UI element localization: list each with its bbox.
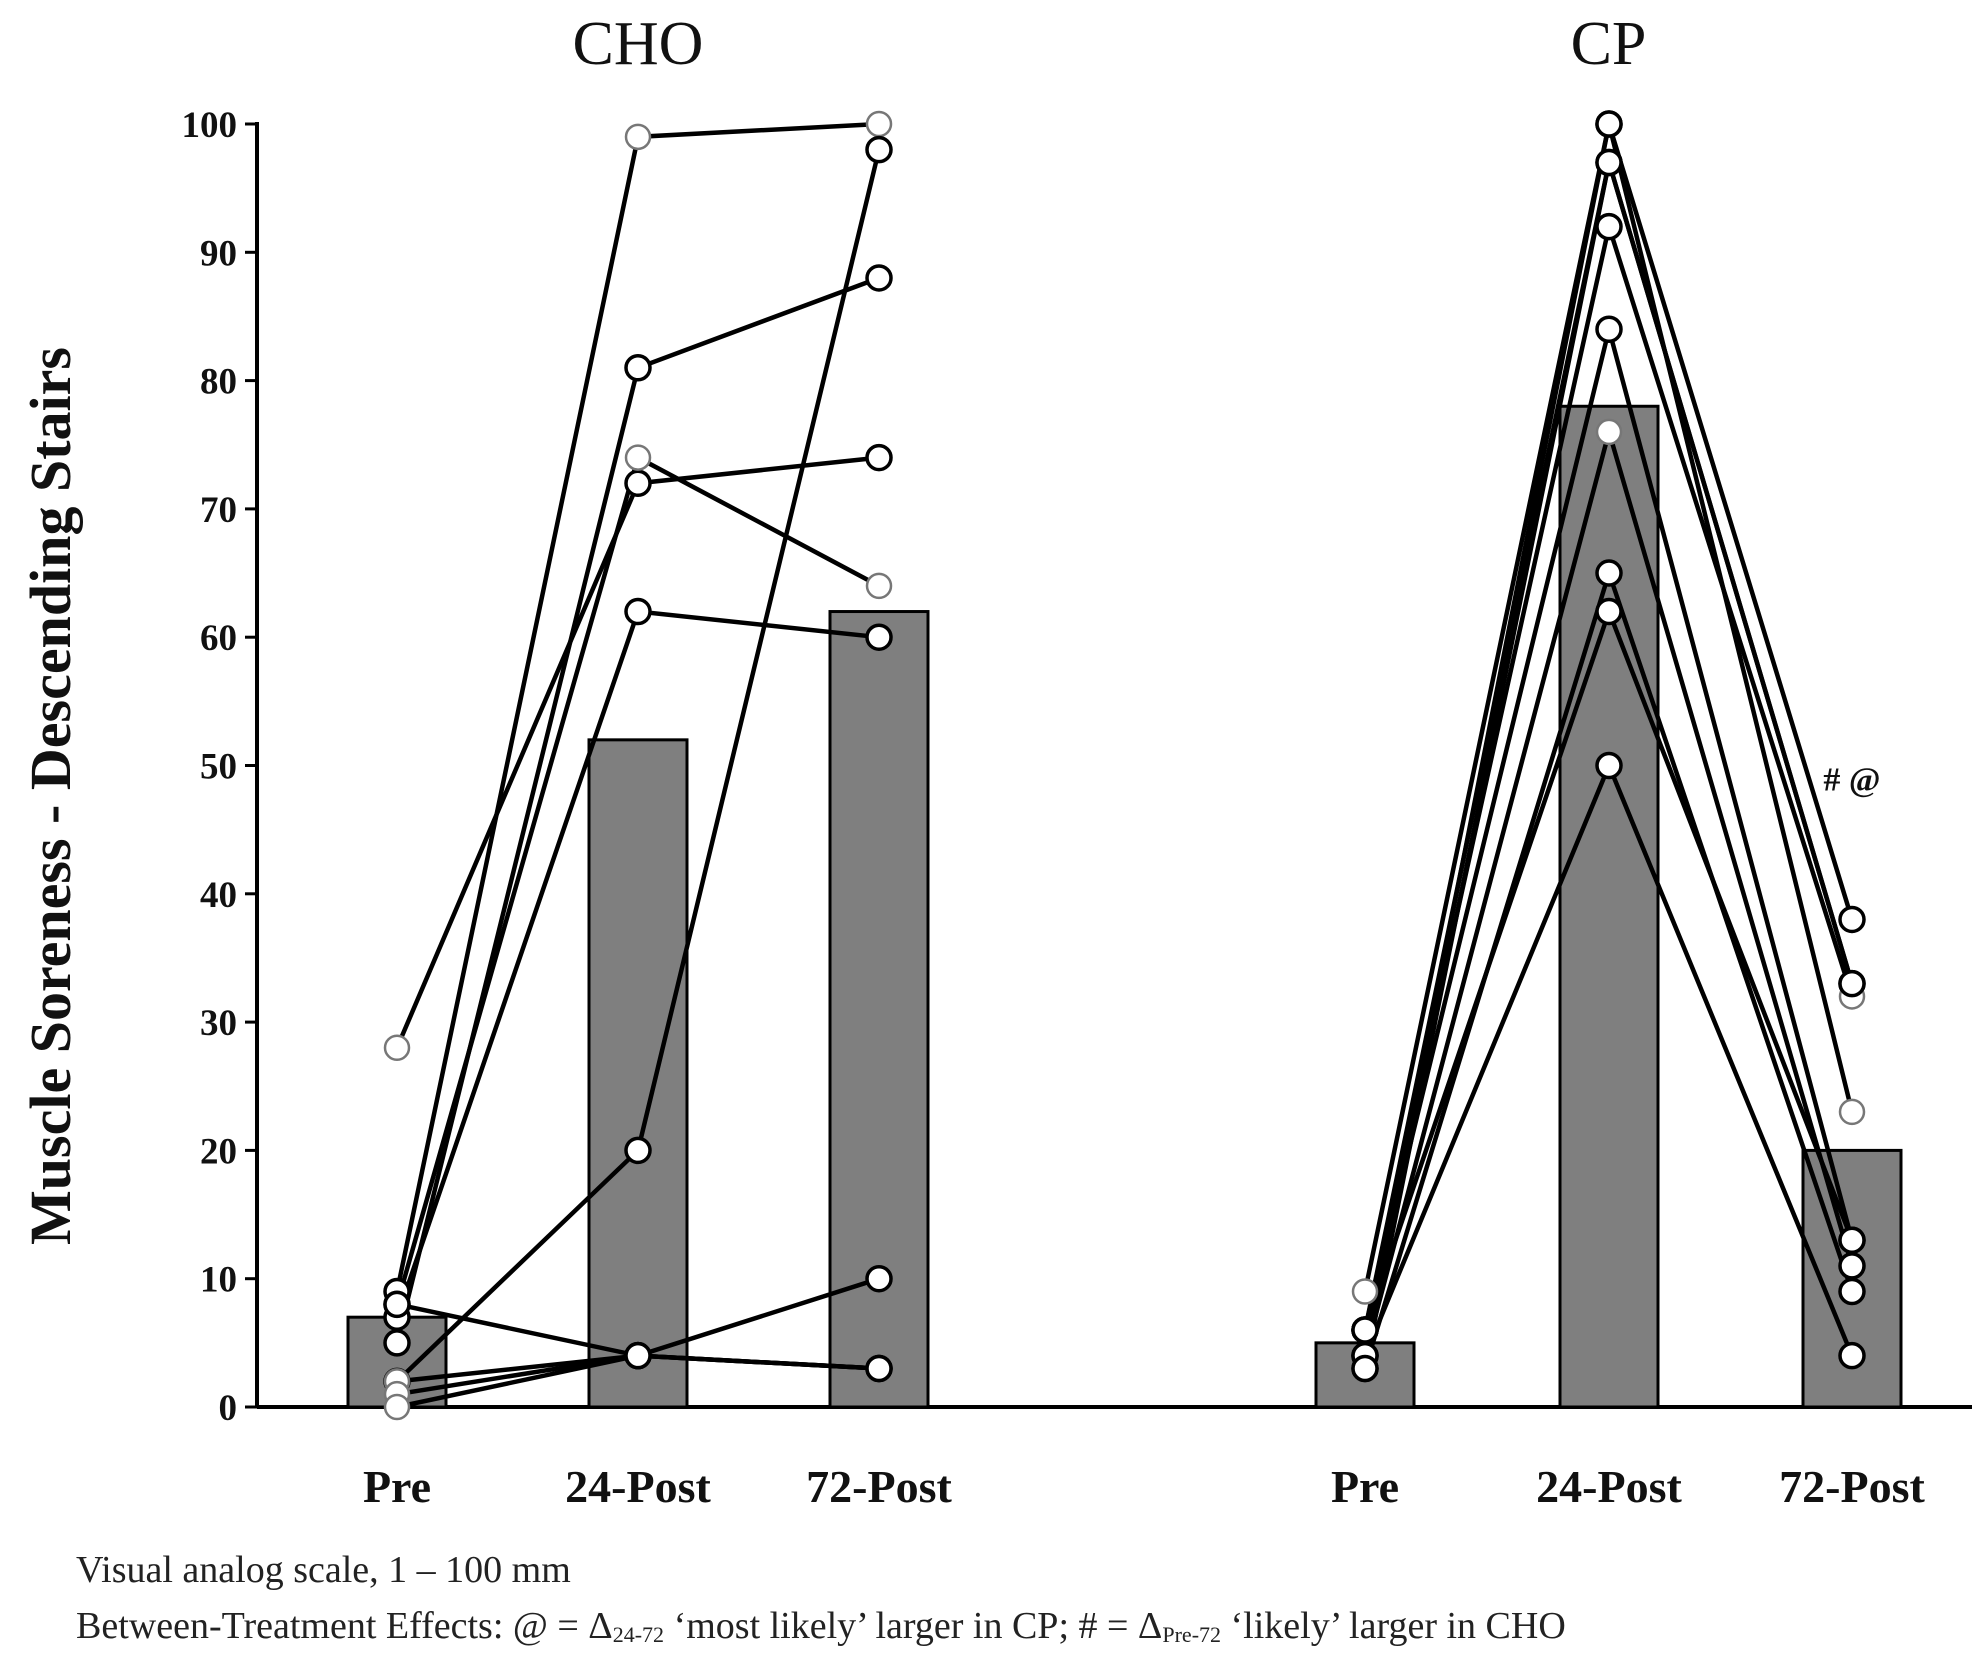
point-cho-s10-72-post <box>865 1354 893 1383</box>
point-cho-s4-72-post <box>865 623 893 651</box>
y-axis-title: Muscle Soreness - Descending Stairs <box>18 347 83 1245</box>
caption-effects-sub2: Pre-72 <box>1162 1622 1222 1647</box>
point-cho-s8-pre <box>383 1290 411 1319</box>
y-tick-label-10: 10 <box>200 1260 237 1301</box>
point-cp-s10-24-post <box>1595 148 1623 177</box>
caption-effects-part1: Between-Treatment Effects: @ = Δ <box>76 1605 613 1647</box>
category-label-cho-24-post: 24-Post <box>565 1461 711 1512</box>
y-tick-label-80: 80 <box>200 362 237 403</box>
caption-effects-sub1: 24-72 <box>612 1622 665 1647</box>
y-tick-label-100: 100 <box>182 105 238 146</box>
point-cho-s5-72-post <box>865 264 893 292</box>
point-cho-s6-72-post <box>865 135 893 164</box>
category-label-cp-pre: Pre <box>1331 1461 1399 1512</box>
point-cp-s8-pre <box>1351 1316 1379 1344</box>
group-title-cho: CHO <box>573 10 704 78</box>
caption-effects: Between-Treatment Effects: @ = Δ24-72 ‘m… <box>76 1604 1566 1648</box>
y-tick-label-40: 40 <box>200 875 237 916</box>
point-cp-s9-72-post <box>1838 1341 1866 1370</box>
caption-effects-part2: ‘most likely’ larger in CP; # = Δ <box>664 1605 1163 1647</box>
category-label-cho-72-post: 72-Post <box>806 1461 952 1512</box>
point-cho-s1-24-post <box>624 469 652 497</box>
labels: 0 10 20 30 40 50 60 70 80 90 100 Muscle Soreness - … <box>18 10 1925 1512</box>
point-cp-s7-72-post <box>1838 1277 1866 1306</box>
point-cp-s10-pre <box>1351 1354 1379 1383</box>
point-cho-s5-pre <box>383 1329 411 1357</box>
point-cp-s3-24-post <box>1595 212 1623 241</box>
point-cp-s9-24-post <box>1595 751 1623 780</box>
annotation-1: # @ <box>1823 761 1880 798</box>
point-cp-s4-72-post <box>1838 1098 1866 1126</box>
point-cp-s10-72-post <box>1838 969 1866 998</box>
point-cho-s10-pre <box>383 1393 411 1421</box>
point-cho-s4-24-post <box>624 597 652 626</box>
point-cp-s1-72-post <box>1838 905 1866 934</box>
y-tick-label-30: 30 <box>200 1003 237 1044</box>
point-cp-s6-72-post <box>1838 1252 1866 1280</box>
point-cp-s8-24-post <box>1595 597 1623 626</box>
point-cp-s5-24-post <box>1595 315 1623 344</box>
point-cho-s1-72-post <box>865 443 893 472</box>
point-cho-s1-pre <box>383 1034 411 1062</box>
bars <box>346 404 1903 1409</box>
point-cp-s1-pre <box>1351 1278 1379 1305</box>
group-title-cp: CP <box>1571 10 1647 78</box>
y-tick-label-70: 70 <box>200 490 237 531</box>
point-cho-s2-72-post <box>865 110 893 138</box>
point-cp-s8-72-post <box>1838 1226 1866 1254</box>
subject-points <box>383 110 1866 1421</box>
point-cho-s3-72-post <box>865 572 893 600</box>
bar-cho-24-post <box>587 738 689 1409</box>
point-cho-s10-24-post <box>624 1341 652 1370</box>
category-label-cp-72-post: 72-Post <box>1779 1461 1925 1512</box>
category-label-cho-pre: Pre <box>363 1461 431 1512</box>
point-cho-s5-24-post <box>624 354 652 382</box>
point-cho-s6-24-post <box>624 1136 652 1165</box>
point-cho-s3-24-post <box>624 444 652 471</box>
y-tick-label-50: 50 <box>200 747 237 788</box>
point-cho-s7-72-post <box>865 1264 893 1293</box>
caption-scale: Visual analog scale, 1 – 100 mm <box>76 1549 571 1591</box>
caption-effects-part3: ‘likely’ larger in CHO <box>1221 1605 1566 1647</box>
point-cp-s4-24-post <box>1595 110 1623 138</box>
axes <box>245 122 1972 1409</box>
y-tick-label-60: 60 <box>200 618 237 659</box>
category-label-cp-24-post: 24-Post <box>1536 1461 1682 1512</box>
y-tick-label-90: 90 <box>200 233 237 274</box>
y-tick-label-20: 20 <box>200 1131 237 1172</box>
y-tick-label-0: 0 <box>219 1388 238 1429</box>
point-cho-s2-24-post <box>624 123 652 151</box>
point-cp-s7-24-post <box>1595 559 1623 587</box>
point-cp-s6-24-post <box>1595 418 1623 446</box>
